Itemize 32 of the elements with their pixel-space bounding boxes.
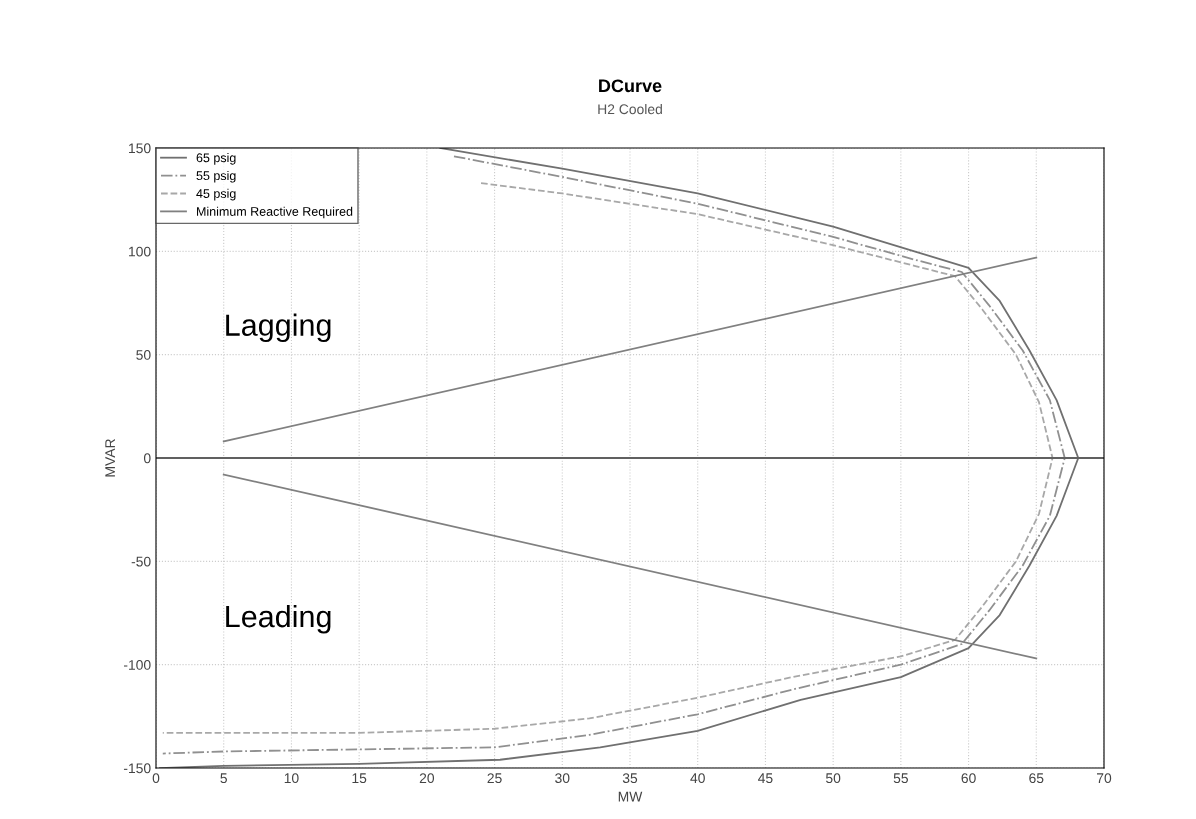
x-tick-label: 60: [961, 773, 976, 784]
chart-title: DCurve: [599, 79, 662, 93]
x-tick-label: 20: [419, 773, 435, 784]
chart-subtitle: H2 Cooled: [598, 103, 662, 115]
x-tick-label: 55: [893, 773, 908, 784]
x-tick-label: 5: [220, 773, 227, 784]
legend-label: Minimum Reactive Required: [197, 206, 353, 219]
x-tick-label: 70: [1096, 773, 1112, 784]
y-tick-label: -50: [131, 556, 151, 567]
legend-label: 65 psig: [196, 153, 236, 165]
y-tick-label: -100: [123, 660, 151, 670]
x-tick-label: 65: [1029, 773, 1044, 784]
annotation: Leading: [226, 604, 331, 634]
y-tick-label: 150: [129, 143, 151, 154]
x-tick-label: 0: [152, 773, 160, 784]
x-tick-label: 45: [758, 773, 773, 784]
legend-label: 45 psig: [196, 188, 236, 201]
x-tick-label: 40: [690, 773, 705, 784]
x-tick-label: 30: [555, 773, 570, 784]
y-tick-label: 0: [143, 453, 151, 464]
y-axis-title: MVAR: [105, 439, 115, 477]
annotation: Lagging: [226, 313, 331, 343]
y-tick-label: 50: [136, 350, 151, 360]
x-tick-label: 10: [284, 773, 299, 784]
legend-label: 55 psig: [196, 170, 236, 183]
x-tick-label: 50: [825, 773, 841, 784]
y-tick-label: 100: [129, 246, 151, 257]
x-tick-label: 35: [622, 773, 638, 784]
x-axis-title: MW: [618, 791, 643, 802]
y-tick-label: -150: [123, 763, 151, 774]
x-tick-label: 15: [352, 773, 367, 784]
x-tick-label: 25: [487, 773, 502, 784]
